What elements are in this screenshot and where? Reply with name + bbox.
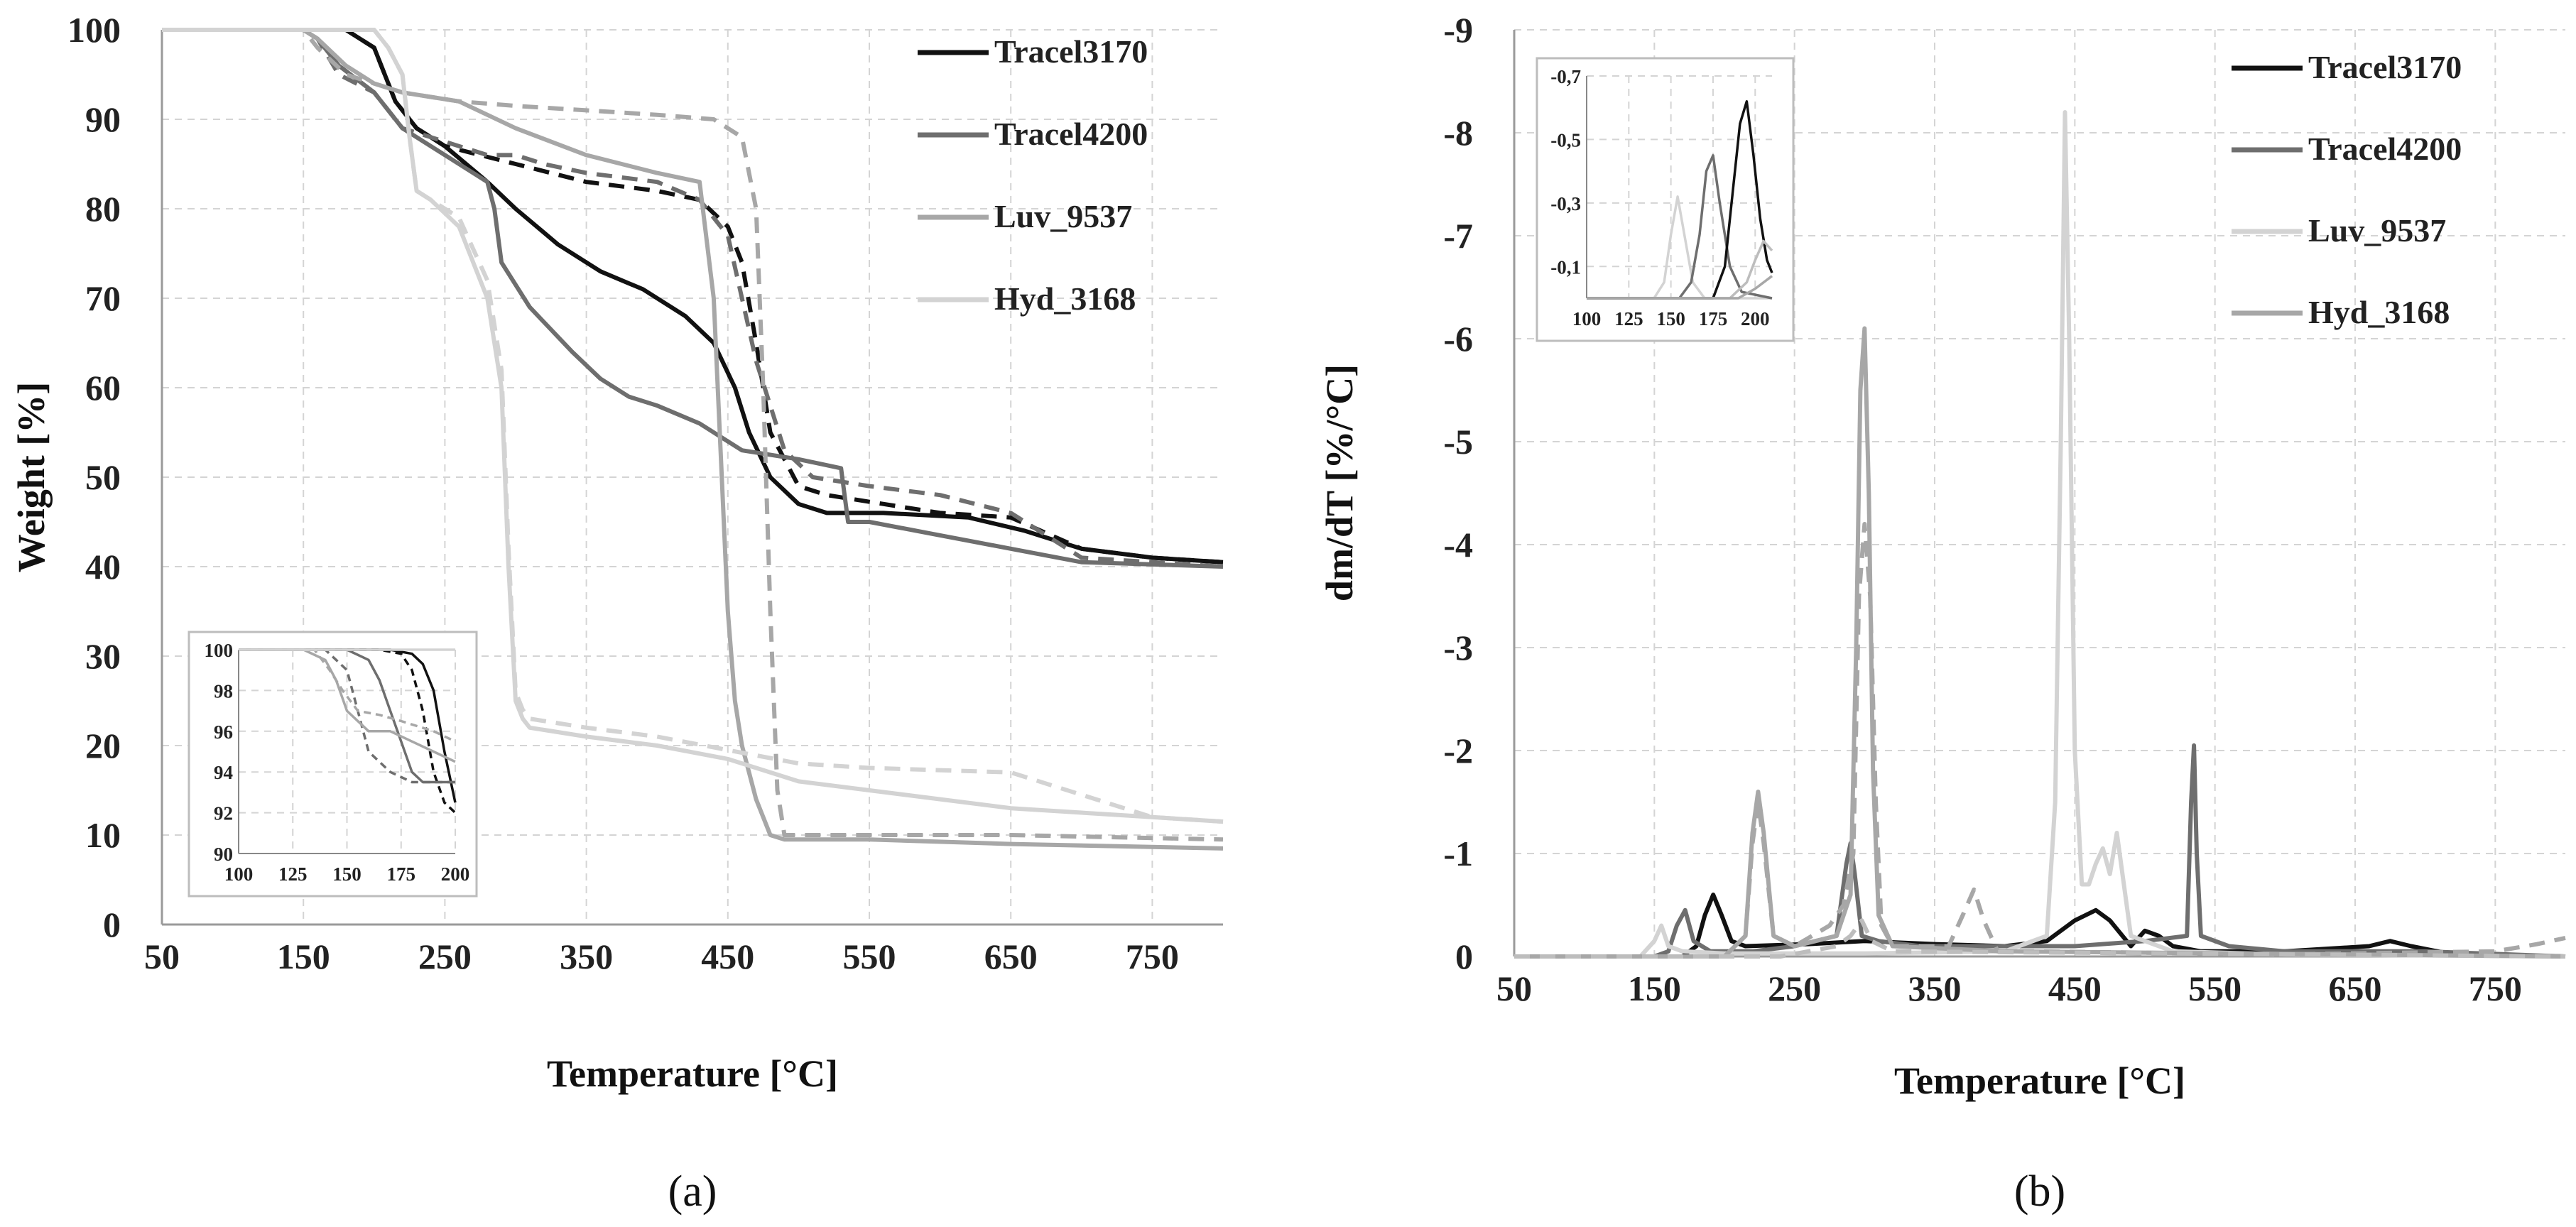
series-line-tracel3170 [162,28,1224,565]
inset-x-tick-label: 125 [1614,308,1643,329]
y-tick-label: 90 [85,99,121,139]
inset-x-tick-label: 200 [1741,308,1770,329]
series-line-hyd-3168-dashed- [162,28,1224,824]
legend-label: Hyd_3168 [2308,294,2450,330]
y-tick-label: 70 [85,278,121,318]
series-line-luv-9537 [1514,110,2566,959]
y-axis-title: dm/dT [%/°C] [1318,364,1361,601]
inset-x-tick-label: 150 [1656,308,1685,329]
inset-x-tick-label: 200 [441,863,470,885]
panel-label: (a) [668,1167,717,1216]
inset-series-line-luv-9537 [1587,195,1772,300]
y-tick-label: -4 [1443,525,1473,565]
x-axis-title: Temperature [°C] [1894,1059,2185,1102]
y-tick-label: -3 [1443,628,1473,667]
y-tick-label: -2 [1443,731,1473,770]
inset-x-tick-label: 175 [387,863,416,885]
y-tick-label: 0 [1455,937,1473,976]
x-tick-label: 650 [984,937,1038,976]
inset-x-tick-label: 175 [1699,308,1728,329]
y-tick-label: 20 [85,726,121,765]
inset-y-tick-label: -0,1 [1550,256,1581,278]
series-line-tracel4200-dashed- [162,28,1224,569]
y-tick-label: 30 [85,636,121,676]
y-tick-label: -9 [1443,10,1473,50]
y-tick-label: 60 [85,368,121,408]
legend-label: Tracel4200 [994,116,1148,152]
series-line-luv-9537 [162,28,1224,851]
inset-plot-area [1587,76,1772,298]
legend-label: Tracel4200 [2308,131,2462,167]
y-tick-label: 50 [85,457,121,497]
series-line-tracel4200 [1514,743,2566,959]
y-tick-label: -6 [1443,319,1473,359]
inset-x-tick-label: 150 [332,863,362,885]
legend-label: Tracel3170 [2308,49,2462,85]
x-tick-label: 50 [1496,969,1532,1008]
x-tick-label: 550 [843,937,896,976]
inset-series-line-tracel3170 [1587,100,1773,300]
inset-y-tick-label: -0,5 [1550,129,1581,151]
inset-series-line-tracel4200 [1587,154,1773,300]
inset-series-line-tracel4200 [239,648,455,784]
x-tick-label: 150 [1628,969,1681,1008]
y-tick-label: -1 [1443,834,1473,873]
inset-y-tick-label: -0,7 [1550,66,1581,87]
inset-x-tick-label: 125 [278,863,308,885]
inset-series-line-luv-9537 [239,648,456,763]
legend-label: Luv_9537 [2308,212,2446,249]
legend-label: Luv_9537 [994,198,1132,234]
inset-series-line-tracel4200-dashed- [239,648,455,784]
y-tick-label: 80 [85,189,121,229]
x-tick-label: 250 [418,937,472,976]
x-tick-label: 650 [2329,969,2382,1008]
series-line-tracel3170 [1514,893,2566,959]
x-tick-label: 450 [2048,969,2102,1008]
inset-y-tick-label: 100 [205,640,234,661]
y-tick-label: -7 [1443,216,1473,256]
x-tick-label: 250 [1768,969,1821,1008]
x-tick-label: 150 [277,937,330,976]
inset-y-tick-label: -0,3 [1550,193,1581,214]
y-tick-label: 40 [85,547,121,587]
inset-y-tick-label: 98 [214,680,233,702]
inset-chart: 100 125 150 175 200 90 92 94 96 98 100 [188,631,478,898]
x-tick-label: 750 [2469,969,2522,1008]
inset-y-tick-label: 90 [214,844,233,865]
inset-series-line-hyd-3168 [1587,275,1773,300]
chart-panel-b: 50 150 250 350 450 550 650 750 0 -1 -2 -3 -4 -5 -6 -7 -8… [1318,10,2566,1216]
legend-label: Hyd_3168 [994,280,1136,317]
y-tick-label: 10 [85,815,121,855]
series-line-luv-9537-dashed- [162,28,1224,842]
inset-chart: 100 125 150 175 200 -0,1 -0,3 -0,5 -0,7 [1536,57,1795,342]
inset-x-tick-label: 100 [224,863,254,885]
x-tick-label: 50 [144,937,180,976]
x-tick-label: 550 [2188,969,2241,1008]
panel-label: (b) [2014,1167,2065,1216]
y-tick-label: -8 [1443,113,1473,153]
chart-panel-a: 50 150 250 350 450 550 650 750 0 10 20 30 40 50 60 70 80… [10,10,1224,1216]
x-tick-label: 750 [1126,937,1179,976]
x-axis-title: Temperature [°C] [547,1052,838,1095]
x-tick-label: 450 [701,937,754,976]
inset-y-tick-label: 96 [214,721,233,743]
legend-label: Tracel3170 [994,33,1148,70]
series-line-hyd-3168-dashed- [1514,522,2566,959]
inset-series-line-luv-9537-dashed- [239,648,456,743]
inset-x-tick-label: 100 [1572,308,1602,329]
y-tick-label: -5 [1443,422,1473,462]
y-axis-title: Weight [%] [10,382,53,572]
inset-y-tick-label: 92 [214,803,233,824]
x-tick-label: 350 [560,937,613,976]
y-tick-label: 0 [103,905,121,944]
y-tick-label: 100 [67,10,121,50]
x-tick-label: 350 [1908,969,1962,1008]
inset-y-tick-label: 94 [214,762,233,783]
